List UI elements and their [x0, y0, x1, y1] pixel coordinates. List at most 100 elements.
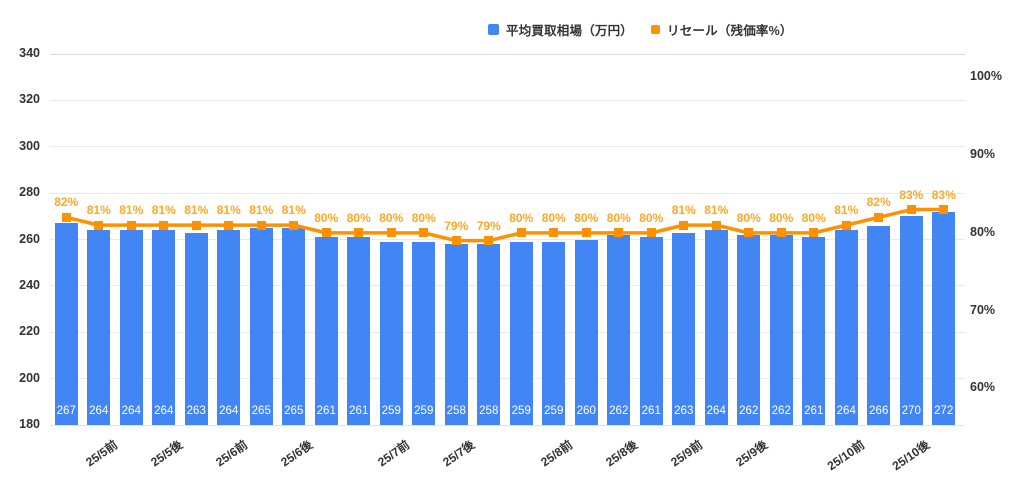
line-marker[interactable]: [354, 228, 364, 238]
line-marker[interactable]: [61, 212, 71, 222]
bar-value-label: 270: [901, 405, 921, 417]
bar-value-label: 264: [219, 405, 239, 417]
line-marker[interactable]: [224, 220, 234, 230]
bar-average-price[interactable]: [119, 230, 143, 425]
line-marker[interactable]: [614, 228, 624, 238]
bar-average-price[interactable]: [867, 225, 891, 425]
line-marker[interactable]: [484, 236, 494, 246]
line-marker[interactable]: [321, 228, 331, 238]
legend-swatch-bar-series: [488, 24, 499, 35]
bar-average-price[interactable]: [574, 239, 598, 425]
right-axis-tick-label: 60%: [970, 380, 996, 395]
line-value-label: 80%: [606, 210, 631, 225]
bar-average-price[interactable]: [704, 230, 728, 425]
left-axis-tick-label: 180: [19, 417, 40, 431]
line-marker[interactable]: [939, 205, 949, 215]
bar-average-price[interactable]: [54, 223, 78, 425]
bar-average-price[interactable]: [444, 244, 468, 425]
bar-average-price[interactable]: [672, 232, 696, 425]
right-axis-tick-label: 100%: [970, 69, 1002, 84]
gridline: [50, 424, 965, 426]
bar-average-price[interactable]: [834, 230, 858, 425]
line-marker[interactable]: [451, 236, 461, 246]
bar-value-label: 259: [544, 405, 564, 417]
bar-average-price[interactable]: [87, 230, 111, 425]
bar-average-price[interactable]: [152, 230, 176, 425]
right-axis-tick-label: 90%: [970, 147, 996, 162]
line-marker[interactable]: [256, 220, 266, 230]
bar-average-price[interactable]: [249, 227, 273, 425]
left-axis-tick-label: 300: [19, 138, 40, 153]
bar-average-price[interactable]: [737, 234, 761, 425]
line-marker[interactable]: [809, 228, 819, 238]
gridline: [50, 378, 965, 380]
x-axis-tick-label: 25/9前: [667, 437, 705, 470]
line-marker[interactable]: [386, 228, 396, 238]
line-marker[interactable]: [711, 220, 721, 230]
bar-average-price[interactable]: [347, 237, 371, 425]
x-axis-tick-label: 25/9後: [732, 437, 770, 470]
bar-average-price[interactable]: [639, 237, 663, 425]
bar-average-price[interactable]: [932, 211, 956, 425]
line-value-label: 80%: [736, 210, 761, 225]
line-marker[interactable]: [679, 220, 689, 230]
line-value-label: 80%: [509, 210, 534, 225]
bar-value-label: 272: [934, 405, 954, 417]
line-marker[interactable]: [516, 228, 526, 238]
bar-value-label: 264: [89, 405, 109, 417]
line-marker[interactable]: [94, 220, 104, 230]
bar-value-label: 261: [641, 405, 661, 417]
bar-average-price[interactable]: [802, 237, 826, 425]
bar-value-label: 261: [316, 405, 336, 417]
legend-swatch-line-series: [651, 25, 661, 34]
bar-average-price[interactable]: [899, 216, 923, 425]
line-marker[interactable]: [776, 228, 786, 238]
bar-value-label: 261: [804, 405, 824, 417]
bar-average-price[interactable]: [217, 230, 241, 425]
legend-item-resale-rate[interactable]: リセール（残価率%）: [651, 20, 793, 39]
left-axis-tick-label: 280: [19, 185, 40, 200]
line-value-label: 80%: [639, 210, 664, 225]
line-marker[interactable]: [744, 228, 754, 238]
line-value-label: 81%: [704, 203, 729, 218]
x-axis-tick-label: 25/5後: [147, 437, 185, 470]
line-marker[interactable]: [126, 220, 136, 230]
line-value-label: 80%: [801, 210, 826, 225]
bar-average-price[interactable]: [607, 234, 631, 425]
bar-average-price[interactable]: [379, 241, 403, 425]
bar-average-price[interactable]: [477, 244, 501, 425]
line-marker[interactable]: [419, 228, 429, 238]
line-marker[interactable]: [841, 220, 851, 230]
x-axis-tick-label: 25/7前: [375, 437, 413, 470]
bar-average-price[interactable]: [542, 241, 566, 425]
line-marker[interactable]: [906, 205, 916, 215]
bar-average-price[interactable]: [412, 241, 436, 425]
line-marker[interactable]: [159, 220, 169, 230]
bar-value-label: 262: [771, 405, 791, 417]
bar-average-price[interactable]: [314, 237, 338, 425]
line-marker[interactable]: [289, 220, 299, 230]
bar-value-label: 263: [186, 405, 206, 417]
bar-average-price[interactable]: [282, 227, 306, 425]
line-marker[interactable]: [581, 228, 591, 238]
line-marker[interactable]: [549, 228, 559, 238]
line-marker[interactable]: [646, 228, 656, 238]
bar-average-price[interactable]: [184, 232, 208, 425]
bar-value-label: 263: [674, 405, 694, 417]
line-value-label: 80%: [379, 210, 404, 225]
left-axis-tick-label: 200: [19, 370, 40, 385]
legend-item-average-price[interactable]: 平均買取相場（万円）: [488, 20, 633, 39]
bar-average-price[interactable]: [509, 241, 533, 425]
line-value-label: 81%: [281, 203, 306, 218]
bar-average-price[interactable]: [769, 234, 793, 425]
gridline: [50, 53, 965, 55]
legend-label-line-series: リセール（残価率%）: [667, 24, 793, 38]
line-value-label: 82%: [866, 195, 891, 210]
gridline: [50, 146, 965, 148]
line-value-label: 81%: [119, 203, 144, 218]
line-marker[interactable]: [191, 220, 201, 230]
line-value-label: 80%: [769, 210, 794, 225]
line-marker[interactable]: [874, 212, 884, 222]
